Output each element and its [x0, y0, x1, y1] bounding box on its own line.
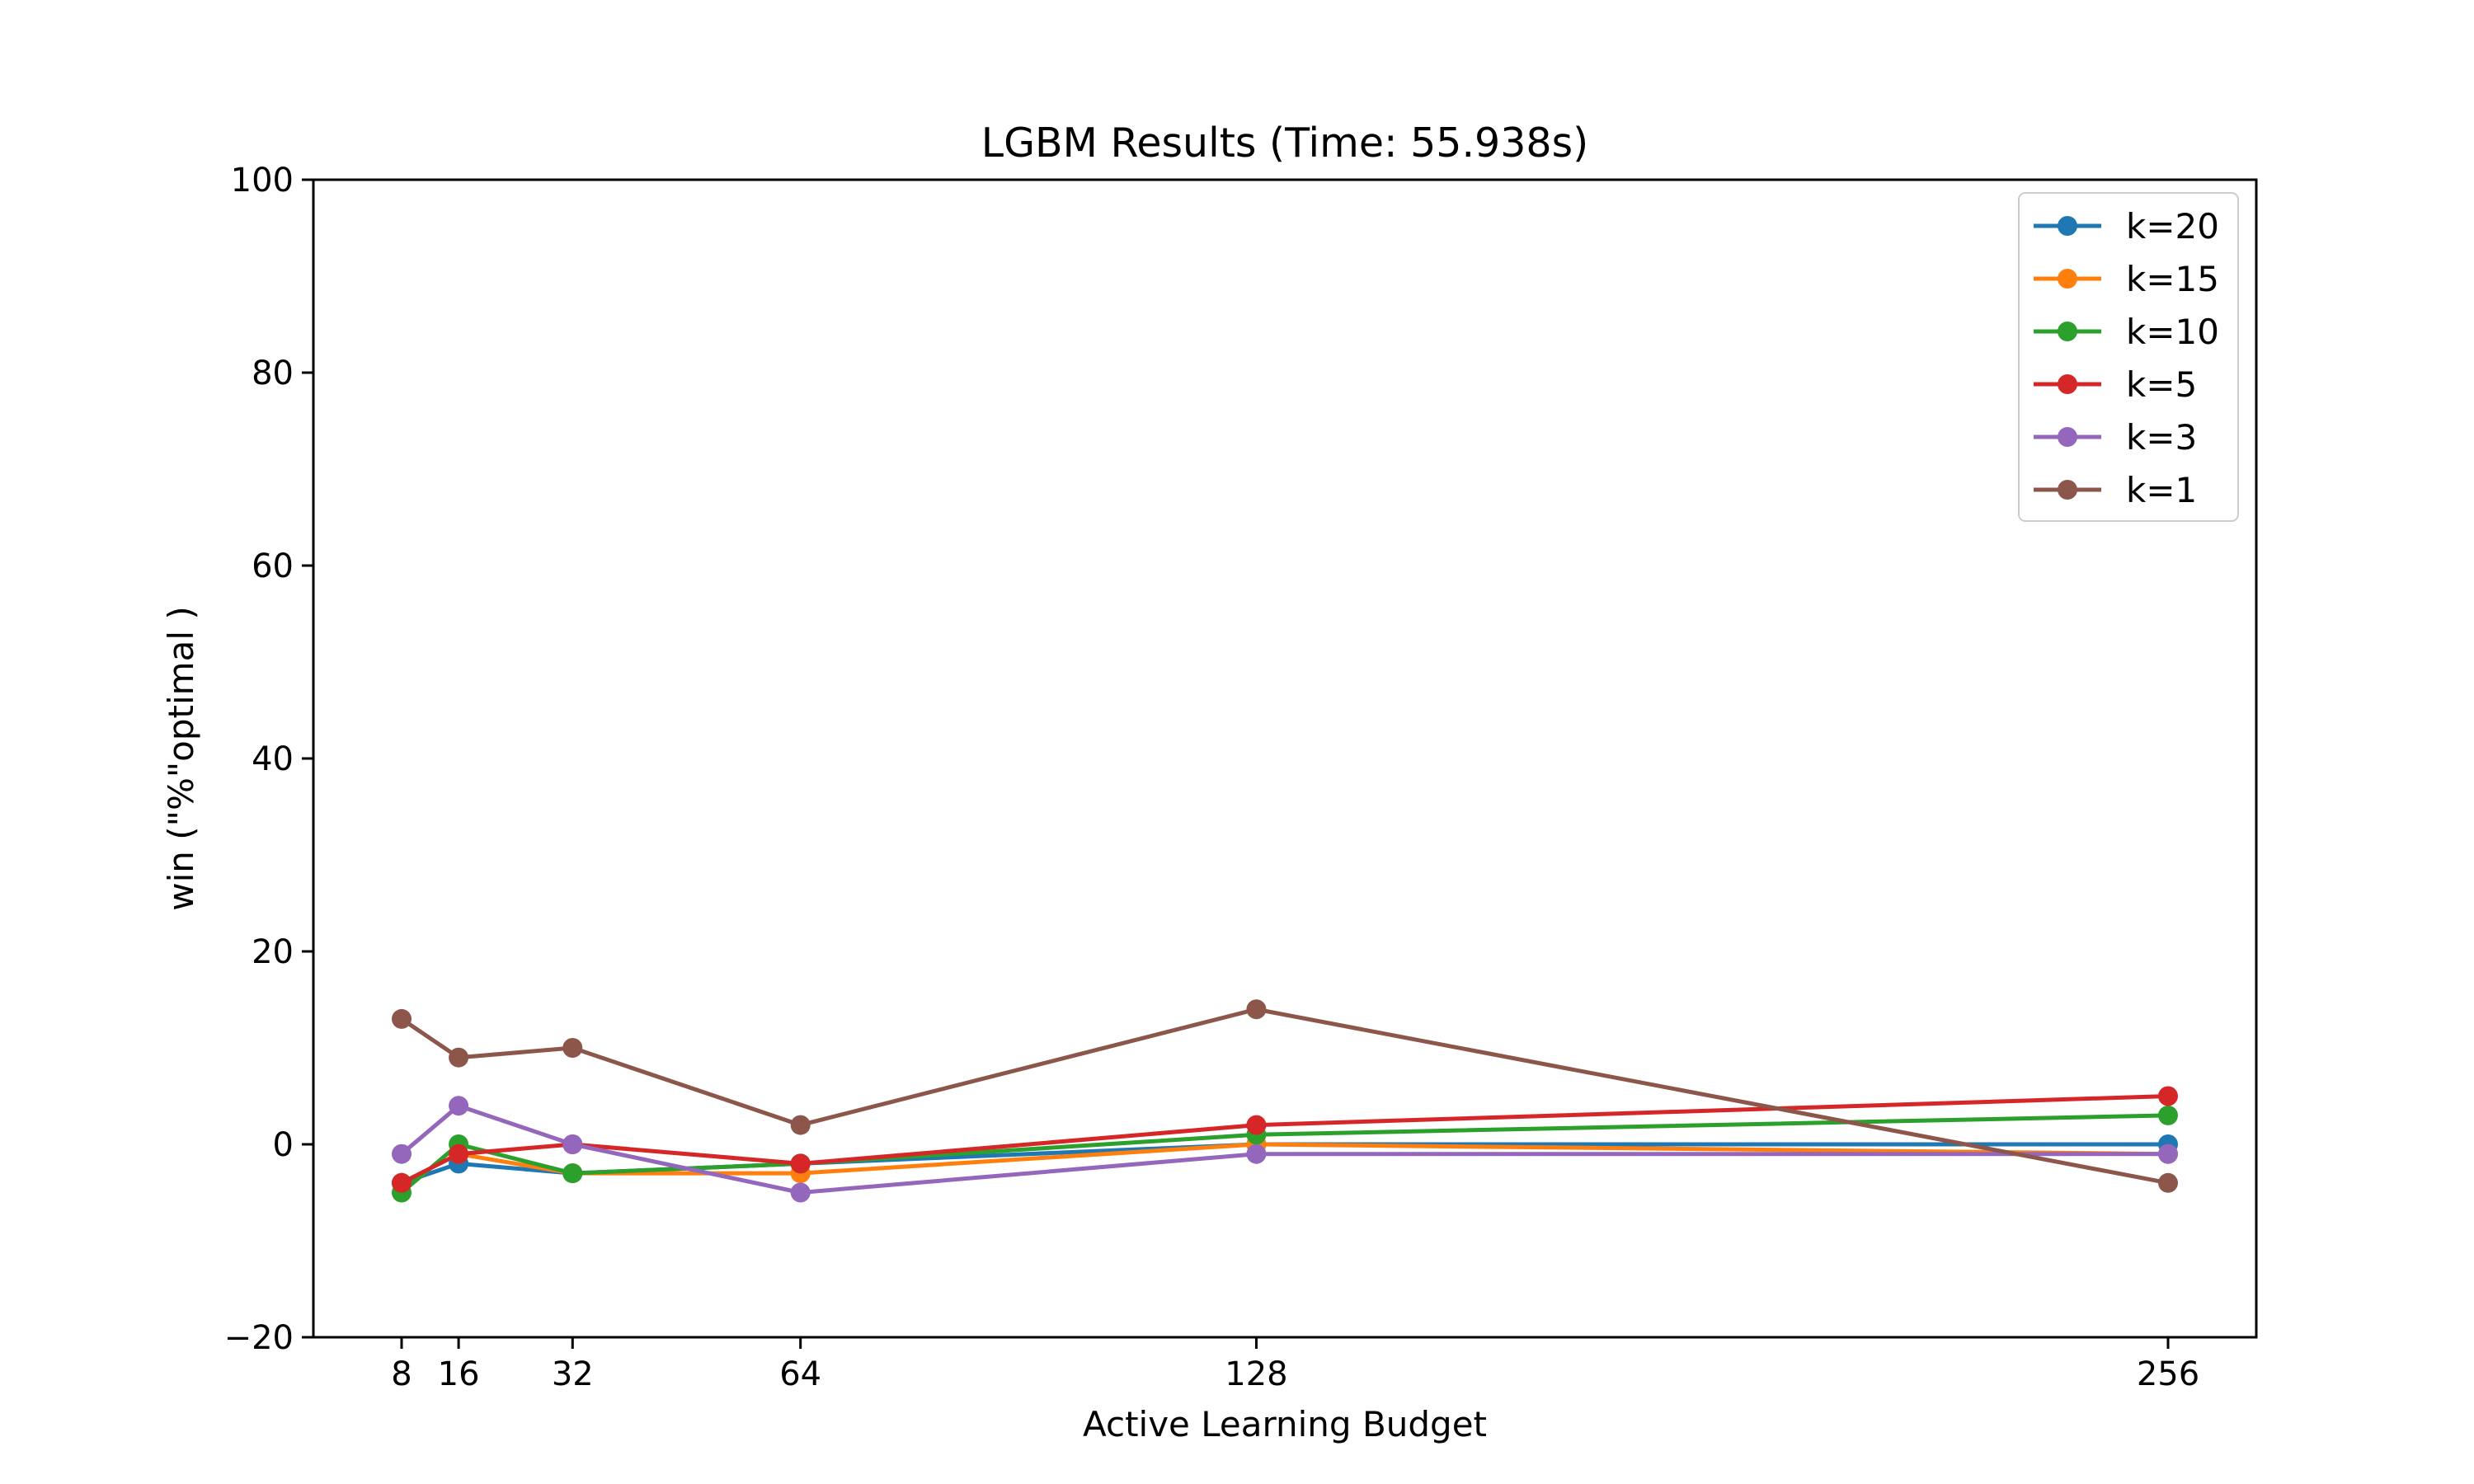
legend-swatch-marker: [2058, 322, 2077, 341]
y-tick-label: 40: [252, 740, 294, 778]
data-point: [2158, 1144, 2178, 1164]
legend-swatch-marker: [2058, 216, 2077, 236]
x-tick-label: 64: [779, 1355, 821, 1393]
data-point: [2158, 1086, 2178, 1106]
y-axis-label: win ("%"optimal ): [161, 606, 201, 910]
y-tick-label: 100: [231, 162, 294, 200]
data-point: [790, 1115, 811, 1135]
series-line: [400, 1094, 2169, 1186]
x-tick-label: 32: [552, 1355, 594, 1393]
data-point: [2158, 1172, 2178, 1193]
series-k-1: [392, 999, 2178, 1193]
legend-swatch-marker: [2058, 427, 2077, 447]
data-point: [449, 1144, 469, 1164]
series-lines: [392, 999, 2178, 1203]
y-tick-label: 20: [252, 933, 294, 971]
data-point: [1246, 999, 1267, 1020]
legend-item: k=15: [2034, 259, 2219, 299]
x-tick-label: 8: [391, 1355, 412, 1393]
chart-title: LGBM Results (Time: 55.938s): [981, 120, 1588, 167]
data-point: [790, 1153, 811, 1174]
x-axis-ticks: 8 16 32 64 128 256: [391, 1337, 2199, 1393]
data-point: [392, 1144, 412, 1164]
legend-label: k=1: [2126, 470, 2197, 510]
legend-item: k=10: [2034, 312, 2219, 352]
data-point: [790, 1182, 811, 1203]
data-point: [1246, 1115, 1267, 1135]
data-point: [449, 1096, 469, 1116]
legend-label: k=15: [2126, 259, 2219, 299]
x-tick-label: 128: [1225, 1355, 1287, 1393]
data-point: [392, 1008, 412, 1029]
legend-label: k=5: [2126, 364, 2197, 405]
legend-item: k=1: [2034, 470, 2197, 510]
data-point: [562, 1134, 583, 1154]
legend-swatch-marker: [2058, 480, 2077, 500]
series-line: [400, 1103, 2168, 1195]
x-tick-label: 16: [438, 1355, 480, 1393]
data-point: [2158, 1105, 2178, 1125]
data-point: [562, 1163, 583, 1184]
legend-swatch-marker: [2058, 374, 2077, 394]
y-tick-label: 0: [273, 1126, 294, 1164]
data-point: [449, 1047, 469, 1068]
series-k-3: [392, 1096, 2178, 1203]
series-line: [400, 1007, 2169, 1186]
legend-label: k=3: [2126, 417, 2197, 458]
data-point: [562, 1038, 583, 1058]
y-axis-ticks: −20 0 20 40 60 80 100: [224, 162, 313, 1357]
legend-item: k=20: [2034, 206, 2219, 247]
data-point: [1246, 1144, 1267, 1164]
series-k-5: [392, 1086, 2178, 1193]
legend-item: k=5: [2034, 364, 2197, 405]
y-tick-label: 60: [252, 547, 294, 585]
legend-item: k=3: [2034, 417, 2197, 458]
y-tick-label: −20: [224, 1319, 294, 1357]
legend-label: k=10: [2126, 312, 2219, 352]
plot-frame: [312, 178, 2258, 1339]
y-tick-label: 80: [252, 355, 294, 392]
x-tick-label: 256: [2137, 1355, 2199, 1393]
legend-swatch-marker: [2058, 269, 2077, 289]
x-axis-label: Active Learning Budget: [1083, 1404, 1487, 1444]
legend-label: k=20: [2126, 206, 2219, 247]
legend: k=20 k=15 k=10 k=5 k=3 k=1: [2018, 192, 2239, 522]
data-point: [392, 1172, 412, 1193]
